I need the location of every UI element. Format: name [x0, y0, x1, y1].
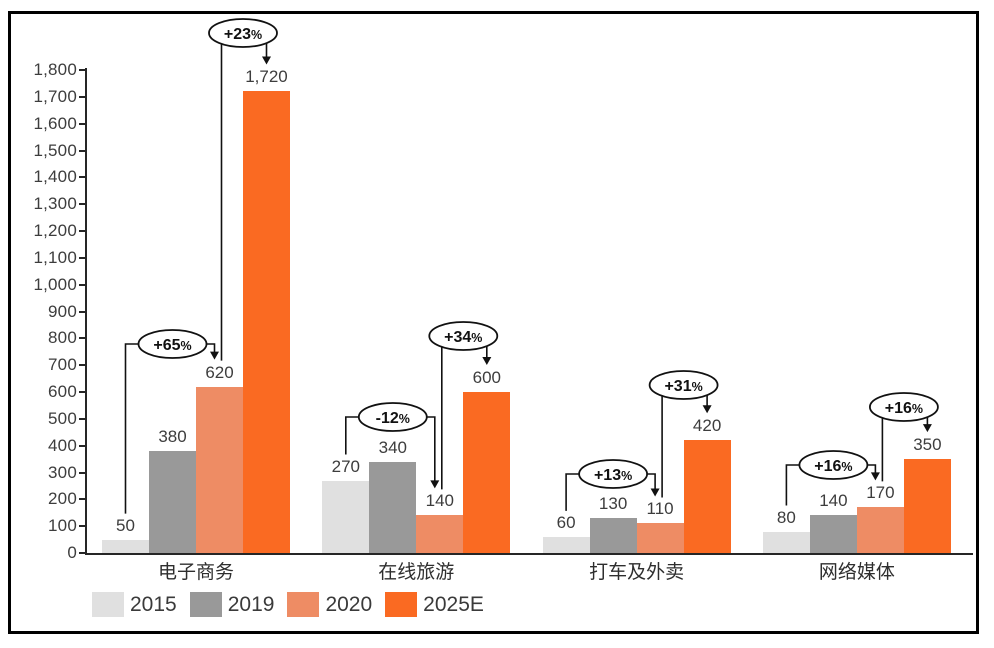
y-tick-label: 1,800	[33, 60, 77, 79]
y-tick-mark	[79, 337, 85, 340]
y-tick-mark	[79, 69, 85, 71]
y-tick-mark	[79, 176, 85, 179]
category-label-2: 打车及外卖	[589, 562, 685, 583]
y-tick-label: 100	[48, 516, 77, 536]
bar-2015-1	[322, 480, 370, 553]
y-tick-label: 1,100	[33, 247, 77, 267]
y-tick-mark	[79, 149, 85, 152]
y-tick-label: 1,300	[33, 194, 77, 214]
legend-item-2025E: 2025E	[385, 592, 484, 617]
chart-frame	[8, 11, 979, 634]
bar-value-label: 270	[331, 456, 360, 476]
y-tick-mark	[79, 471, 85, 474]
bar-value-label: 1,720	[245, 67, 288, 87]
y-tick-label: 1,500	[33, 140, 77, 160]
category-label-1: 在线旅游	[378, 562, 455, 583]
y-tick-label: 0	[67, 543, 77, 562]
legend-item-2015: 2015	[92, 592, 177, 617]
bar-2025E-3	[903, 459, 951, 553]
y-tick-label: 400	[48, 435, 77, 455]
bar-value-label: 600	[472, 368, 501, 387]
bar-2019-0	[149, 451, 196, 553]
legend: 2015 2019 2020 2025E	[92, 592, 484, 617]
y-tick-label: 300	[48, 462, 77, 482]
y-tick-label: 1,700	[33, 86, 77, 106]
bar-value-label: 420	[692, 416, 722, 436]
bar-2025E-0	[243, 91, 290, 553]
bar-2020-3	[856, 507, 904, 553]
y-tick-mark	[79, 310, 85, 313]
y-tick-label: 700	[48, 355, 77, 375]
y-tick-mark	[79, 417, 85, 420]
x-axis-line	[85, 553, 973, 555]
legend-item-2020: 2020	[287, 592, 372, 617]
bar-2019-3	[809, 515, 857, 553]
bar-2015-2	[542, 536, 590, 553]
y-tick-mark	[79, 364, 85, 367]
y-tick-label: 900	[48, 301, 77, 321]
y-tick-mark	[79, 444, 85, 447]
y-tick-label: 600	[48, 382, 77, 401]
legend-item-2019: 2019	[189, 592, 275, 617]
legend-swatch-2015	[92, 592, 124, 617]
y-tick-mark	[79, 256, 85, 259]
y-tick-label: 1,200	[33, 221, 77, 240]
legend-label: 2020	[325, 592, 373, 616]
bar-2015-3	[762, 531, 810, 553]
y-tick-mark	[79, 525, 85, 528]
y-tick-mark	[79, 203, 85, 206]
bar-value-label: 60	[556, 512, 576, 532]
bar-2020-2	[636, 523, 684, 553]
legend-swatch-2019	[189, 592, 222, 617]
y-tick-mark	[79, 498, 85, 501]
bar-value-label: 140	[425, 491, 454, 511]
legend-swatch-2020	[287, 592, 320, 617]
bar-value-label: 110	[646, 499, 674, 519]
bar-value-label: 170	[866, 483, 895, 503]
bar-value-label: 80	[776, 507, 796, 527]
bar-2019-2	[589, 518, 637, 553]
bar-2020-1	[416, 515, 464, 553]
y-tick-mark	[79, 391, 85, 393]
bar-2015-0	[102, 539, 149, 553]
y-tick-label: 1,000	[33, 274, 77, 294]
legend-label: 2019	[227, 592, 275, 616]
bar-2025E-2	[683, 440, 731, 553]
y-tick-label: 1,400	[33, 167, 77, 187]
y-tick-mark	[79, 122, 85, 125]
bar-2020-0	[196, 386, 243, 553]
y-tick-mark	[79, 552, 85, 554]
y-tick-mark	[79, 230, 85, 232]
legend-label: 2025E	[423, 592, 484, 616]
bar-value-label: 350	[913, 435, 942, 455]
bar-2025E-1	[463, 392, 511, 553]
category-label-0: 电子商务	[157, 562, 234, 583]
y-tick-label: 500	[48, 408, 77, 428]
y-tick-mark	[79, 283, 85, 286]
y-tick-mark	[79, 95, 85, 98]
bar-value-label: 620	[205, 362, 234, 382]
y-axis-line	[85, 68, 87, 555]
legend-swatch-2025E	[385, 592, 418, 617]
y-tick-label: 200	[48, 489, 77, 509]
category-label-3: 网络媒体	[818, 562, 895, 583]
bar-value-label: 340	[378, 437, 407, 457]
bar-value-label: 50	[116, 515, 135, 535]
y-tick-label: 1,600	[33, 113, 77, 133]
legend-label: 2015	[130, 592, 177, 616]
y-tick-label: 800	[48, 328, 77, 348]
